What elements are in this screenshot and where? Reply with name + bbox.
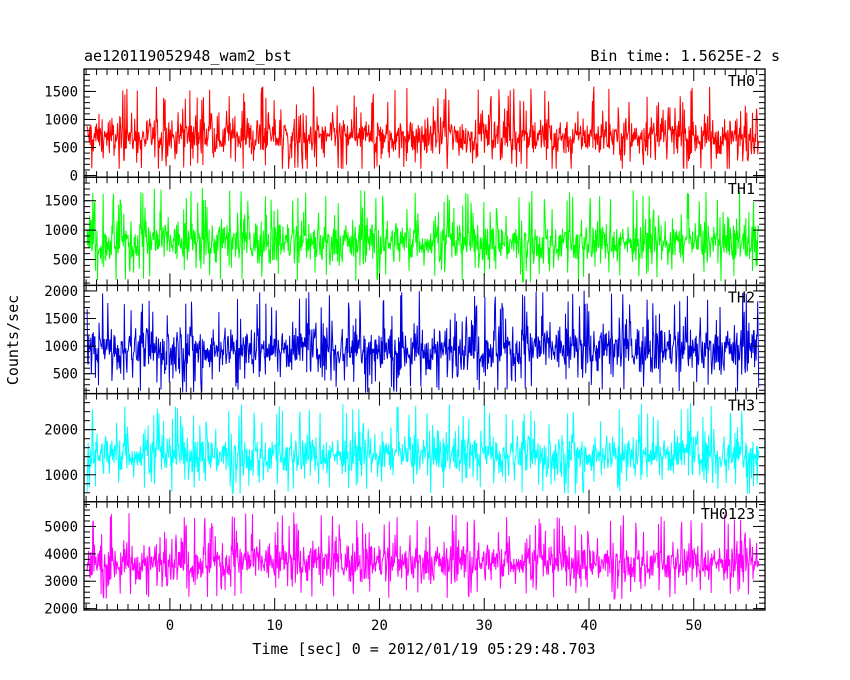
y-tick-label: 4000: [44, 547, 78, 563]
x-tick-label: 30: [476, 618, 493, 634]
chart-title-right: Bin time: 1.5625E-2 s: [590, 47, 780, 65]
panel-th3: 1000 2000 TH3: [44, 392, 766, 503]
series-line-th2: [86, 290, 760, 393]
y-tick-label: 3000: [44, 574, 78, 590]
y-tick-label: 2000: [44, 284, 78, 300]
y-tick-label: 1500: [44, 312, 78, 328]
panel-th0: 0 500 1000 1500 TH0: [44, 68, 766, 185]
panel-th1: 500 1000 1500 TH1: [44, 176, 766, 287]
y-tick-label: 2000: [44, 423, 78, 439]
y-tick-label: 500: [53, 253, 78, 269]
y-tick-label: 500: [53, 367, 78, 383]
x-tick-label: 50: [685, 618, 702, 634]
chart-title-left: ae120119052948_wam2_bst: [84, 47, 292, 65]
y-tick-label: 1000: [44, 339, 78, 355]
y-tick-label: 1500: [44, 194, 78, 210]
x-axis-label: Time [sec] 0 = 2012/01/19 05:29:48.703: [252, 640, 595, 658]
x-tick-label: 0: [166, 618, 174, 634]
panel-th0123: 2000 3000 4000 5000 TH0123 0 10 20 30 40 50: [44, 501, 766, 634]
panels-group: 050010001500TH050010001500TH150010001500…: [44, 68, 766, 634]
series-line-th3: [86, 403, 760, 495]
series-line-th1: [86, 187, 760, 283]
y-tick-label: 0: [70, 169, 78, 185]
panel-label-th1: TH1: [728, 180, 755, 198]
y-tick-label: 1500: [44, 84, 78, 100]
series-line-th0: [86, 86, 760, 169]
y-tick-label: 2000: [44, 602, 78, 618]
panel-label-th3: TH3: [728, 397, 755, 415]
x-tick-label: 20: [371, 618, 388, 634]
y-tick-label: 1000: [44, 468, 78, 484]
panel-label-th0123: TH0123: [701, 505, 755, 523]
panel-label-th2: TH2: [728, 288, 755, 306]
panel-th2: 500 1000 1500 2000 TH2: [44, 284, 766, 395]
panel-label-th0: TH0: [728, 72, 755, 90]
x-tick-label: 40: [581, 618, 598, 634]
y-tick-label: 500: [53, 140, 78, 156]
y-tick-label: 5000: [44, 519, 78, 535]
panel-frame: [83, 501, 766, 611]
y-axis-label: Counts/sec: [4, 295, 22, 385]
x-tick-label: 10: [266, 618, 283, 634]
y-tick-label: 1000: [44, 112, 78, 128]
series-line-th0123: [86, 512, 760, 600]
y-tick-label: 1000: [44, 223, 78, 239]
